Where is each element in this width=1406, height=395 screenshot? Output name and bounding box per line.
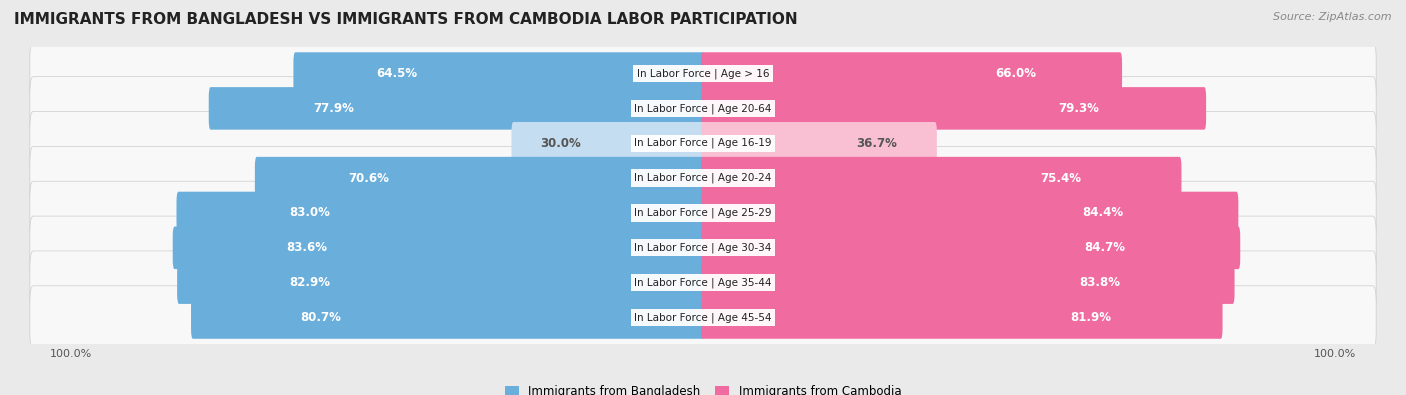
FancyBboxPatch shape xyxy=(177,261,704,304)
Text: Source: ZipAtlas.com: Source: ZipAtlas.com xyxy=(1274,12,1392,22)
Text: In Labor Force | Age > 16: In Labor Force | Age > 16 xyxy=(637,68,769,79)
FancyBboxPatch shape xyxy=(30,286,1376,349)
Text: 70.6%: 70.6% xyxy=(347,171,389,184)
FancyBboxPatch shape xyxy=(208,87,704,130)
FancyBboxPatch shape xyxy=(177,192,704,234)
FancyBboxPatch shape xyxy=(702,227,1240,269)
Legend: Immigrants from Bangladesh, Immigrants from Cambodia: Immigrants from Bangladesh, Immigrants f… xyxy=(501,380,905,395)
Text: 84.4%: 84.4% xyxy=(1083,207,1123,220)
FancyBboxPatch shape xyxy=(702,122,936,164)
Text: 30.0%: 30.0% xyxy=(540,137,581,150)
Text: 77.9%: 77.9% xyxy=(314,102,354,115)
FancyBboxPatch shape xyxy=(30,251,1376,314)
Text: In Labor Force | Age 35-44: In Labor Force | Age 35-44 xyxy=(634,277,772,288)
Text: IMMIGRANTS FROM BANGLADESH VS IMMIGRANTS FROM CAMBODIA LABOR PARTICIPATION: IMMIGRANTS FROM BANGLADESH VS IMMIGRANTS… xyxy=(14,12,797,27)
Text: 83.8%: 83.8% xyxy=(1080,276,1121,289)
Text: In Labor Force | Age 30-34: In Labor Force | Age 30-34 xyxy=(634,243,772,253)
FancyBboxPatch shape xyxy=(254,157,704,199)
FancyBboxPatch shape xyxy=(30,42,1376,105)
FancyBboxPatch shape xyxy=(702,192,1239,234)
FancyBboxPatch shape xyxy=(512,122,704,164)
Text: 83.6%: 83.6% xyxy=(287,241,328,254)
Text: 83.0%: 83.0% xyxy=(290,207,330,220)
FancyBboxPatch shape xyxy=(30,147,1376,210)
FancyBboxPatch shape xyxy=(173,227,704,269)
Text: 66.0%: 66.0% xyxy=(995,67,1036,80)
Text: 80.7%: 80.7% xyxy=(299,311,340,324)
FancyBboxPatch shape xyxy=(702,87,1206,130)
Text: 36.7%: 36.7% xyxy=(856,137,897,150)
FancyBboxPatch shape xyxy=(702,261,1234,304)
FancyBboxPatch shape xyxy=(30,111,1376,175)
FancyBboxPatch shape xyxy=(702,296,1223,339)
FancyBboxPatch shape xyxy=(191,296,704,339)
Text: In Labor Force | Age 25-29: In Labor Force | Age 25-29 xyxy=(634,208,772,218)
Text: In Labor Force | Age 16-19: In Labor Force | Age 16-19 xyxy=(634,138,772,149)
Text: 84.7%: 84.7% xyxy=(1084,241,1125,254)
Text: 64.5%: 64.5% xyxy=(377,67,418,80)
Text: In Labor Force | Age 20-64: In Labor Force | Age 20-64 xyxy=(634,103,772,114)
Text: In Labor Force | Age 45-54: In Labor Force | Age 45-54 xyxy=(634,312,772,323)
FancyBboxPatch shape xyxy=(30,216,1376,280)
FancyBboxPatch shape xyxy=(30,77,1376,140)
Text: In Labor Force | Age 20-24: In Labor Force | Age 20-24 xyxy=(634,173,772,183)
Text: 81.9%: 81.9% xyxy=(1071,311,1112,324)
FancyBboxPatch shape xyxy=(702,52,1122,95)
FancyBboxPatch shape xyxy=(294,52,704,95)
Text: 82.9%: 82.9% xyxy=(290,276,330,289)
Text: 75.4%: 75.4% xyxy=(1040,171,1081,184)
FancyBboxPatch shape xyxy=(702,157,1181,199)
Text: 79.3%: 79.3% xyxy=(1059,102,1099,115)
FancyBboxPatch shape xyxy=(30,181,1376,245)
